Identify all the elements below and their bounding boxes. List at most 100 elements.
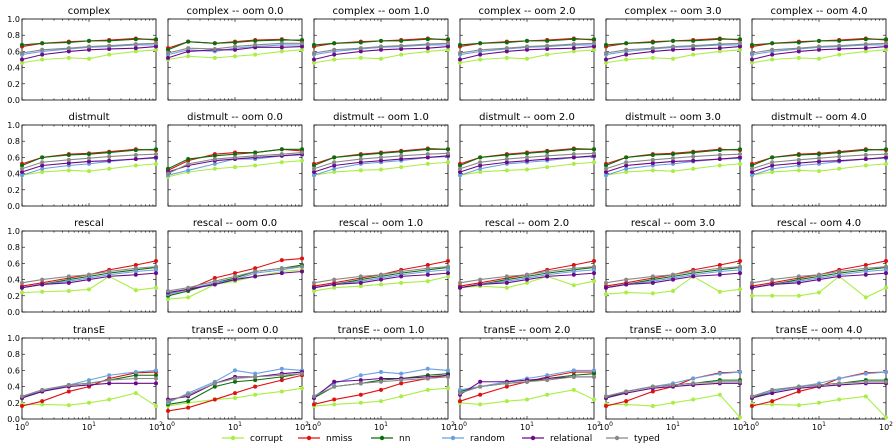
data-point-typed: [604, 394, 608, 399]
data-point-nn: [66, 40, 71, 45]
data-point-relational: [312, 285, 316, 290]
data-point-relational: [592, 44, 596, 49]
data-point-nmiss: [233, 271, 237, 276]
data-point-relational: [837, 158, 842, 163]
x-tick-label: 101: [82, 421, 96, 432]
x-tick-label: 101: [374, 421, 388, 432]
data-point-typed: [837, 381, 842, 386]
panel-title: rescal -- oom 0.0: [193, 218, 277, 229]
data-point-nn: [186, 157, 191, 162]
panel-2-4: rescal -- oom 3.0: [604, 218, 742, 313]
data-point-relational: [837, 46, 842, 51]
data-point-nn: [738, 147, 742, 152]
data-point-relational: [379, 277, 383, 282]
data-point-typed: [504, 381, 509, 386]
data-point-random: [133, 370, 138, 375]
data-point-nn: [837, 150, 842, 155]
data-point-corrupt: [379, 167, 383, 172]
data-point-nn: [425, 147, 430, 152]
legend-item-relational: relational: [522, 434, 592, 444]
data-point-relational: [817, 47, 821, 52]
data-point-typed: [212, 381, 217, 386]
data-point-relational: [671, 47, 675, 52]
panel-title: rescal -- oom 2.0: [485, 218, 569, 229]
data-point-typed: [40, 387, 45, 392]
data-point-corrupt: [863, 394, 868, 399]
data-point-random: [458, 387, 462, 392]
data-point-nn: [750, 163, 754, 168]
data-point-relational: [770, 52, 775, 57]
data-point-typed: [691, 43, 696, 48]
data-point-typed: [446, 41, 450, 46]
data-point-corrupt: [592, 160, 596, 165]
data-point-nn: [671, 38, 675, 43]
data-point-typed: [671, 272, 675, 277]
data-point-corrupt: [446, 160, 450, 165]
data-point-corrupt: [425, 161, 430, 166]
data-point-corrupt: [446, 274, 450, 279]
data-point-nn: [884, 37, 888, 42]
data-point-random: [20, 173, 24, 178]
data-point-nn: [279, 147, 284, 152]
data-point-relational: [571, 155, 576, 160]
data-point-typed: [624, 47, 629, 52]
panel-1-1: distmult -- oom 0.0: [166, 112, 304, 207]
legend-label: relational: [550, 434, 592, 444]
panel-3-1: transE -- oom 0.0 100 101 102: [161, 325, 309, 432]
data-point-relational: [796, 280, 801, 285]
legend-swatch-marker: [530, 435, 536, 441]
data-point-corrupt: [154, 404, 158, 409]
data-point-corrupt: [154, 285, 158, 290]
data-point-nn: [592, 371, 596, 376]
x-tick-label: 100: [307, 421, 321, 432]
data-point-typed: [458, 51, 462, 56]
data-point-corrupt: [837, 397, 842, 402]
data-point-nn: [312, 42, 316, 47]
data-point-typed: [458, 280, 462, 285]
legend-swatch-marker: [230, 435, 236, 441]
data-point-random: [604, 173, 608, 178]
data-point-corrupt: [87, 169, 91, 174]
data-point-nn: [212, 153, 217, 158]
data-point-typed: [66, 46, 71, 51]
data-point-corrupt: [233, 54, 237, 59]
data-point-nn: [592, 147, 596, 152]
data-point-corrupt: [66, 55, 71, 60]
data-point-nn: [312, 163, 316, 168]
data-point-relational: [446, 271, 450, 276]
data-point-corrupt: [300, 47, 304, 52]
data-point-corrupt: [425, 387, 430, 392]
data-point-typed: [133, 42, 138, 47]
data-point-nmiss: [279, 258, 284, 263]
data-point-relational: [671, 159, 675, 164]
data-point-nn: [770, 41, 775, 46]
data-point-typed: [624, 160, 629, 165]
data-point-typed: [358, 157, 363, 162]
y-tick-label: 0.6: [7, 47, 20, 56]
data-point-typed: [545, 269, 550, 274]
data-point-corrupt: [166, 297, 170, 302]
data-point-typed: [478, 384, 483, 389]
data-point-nmiss: [212, 275, 217, 280]
data-point-typed: [166, 51, 170, 56]
data-point-typed: [312, 166, 316, 171]
legend-label: typed: [634, 434, 660, 444]
data-point-relational: [884, 44, 888, 49]
data-point-random: [691, 376, 696, 381]
data-point-random: [446, 267, 450, 272]
data-point-random: [87, 378, 91, 383]
series-line-corrupt: [459, 389, 595, 405]
data-point-nn: [604, 163, 608, 168]
data-point-typed: [66, 382, 71, 387]
data-point-typed: [66, 157, 71, 162]
data-point-relational: [425, 272, 430, 277]
data-point-typed: [796, 46, 801, 51]
data-point-corrupt: [379, 282, 383, 287]
data-point-typed: [817, 156, 821, 161]
data-point-nn: [650, 40, 655, 45]
panel-title: transE -- oom 3.0: [630, 325, 717, 336]
data-point-random: [332, 166, 337, 171]
data-point-typed: [133, 152, 138, 157]
data-point-corrupt: [884, 285, 888, 290]
data-point-nn: [399, 38, 404, 43]
